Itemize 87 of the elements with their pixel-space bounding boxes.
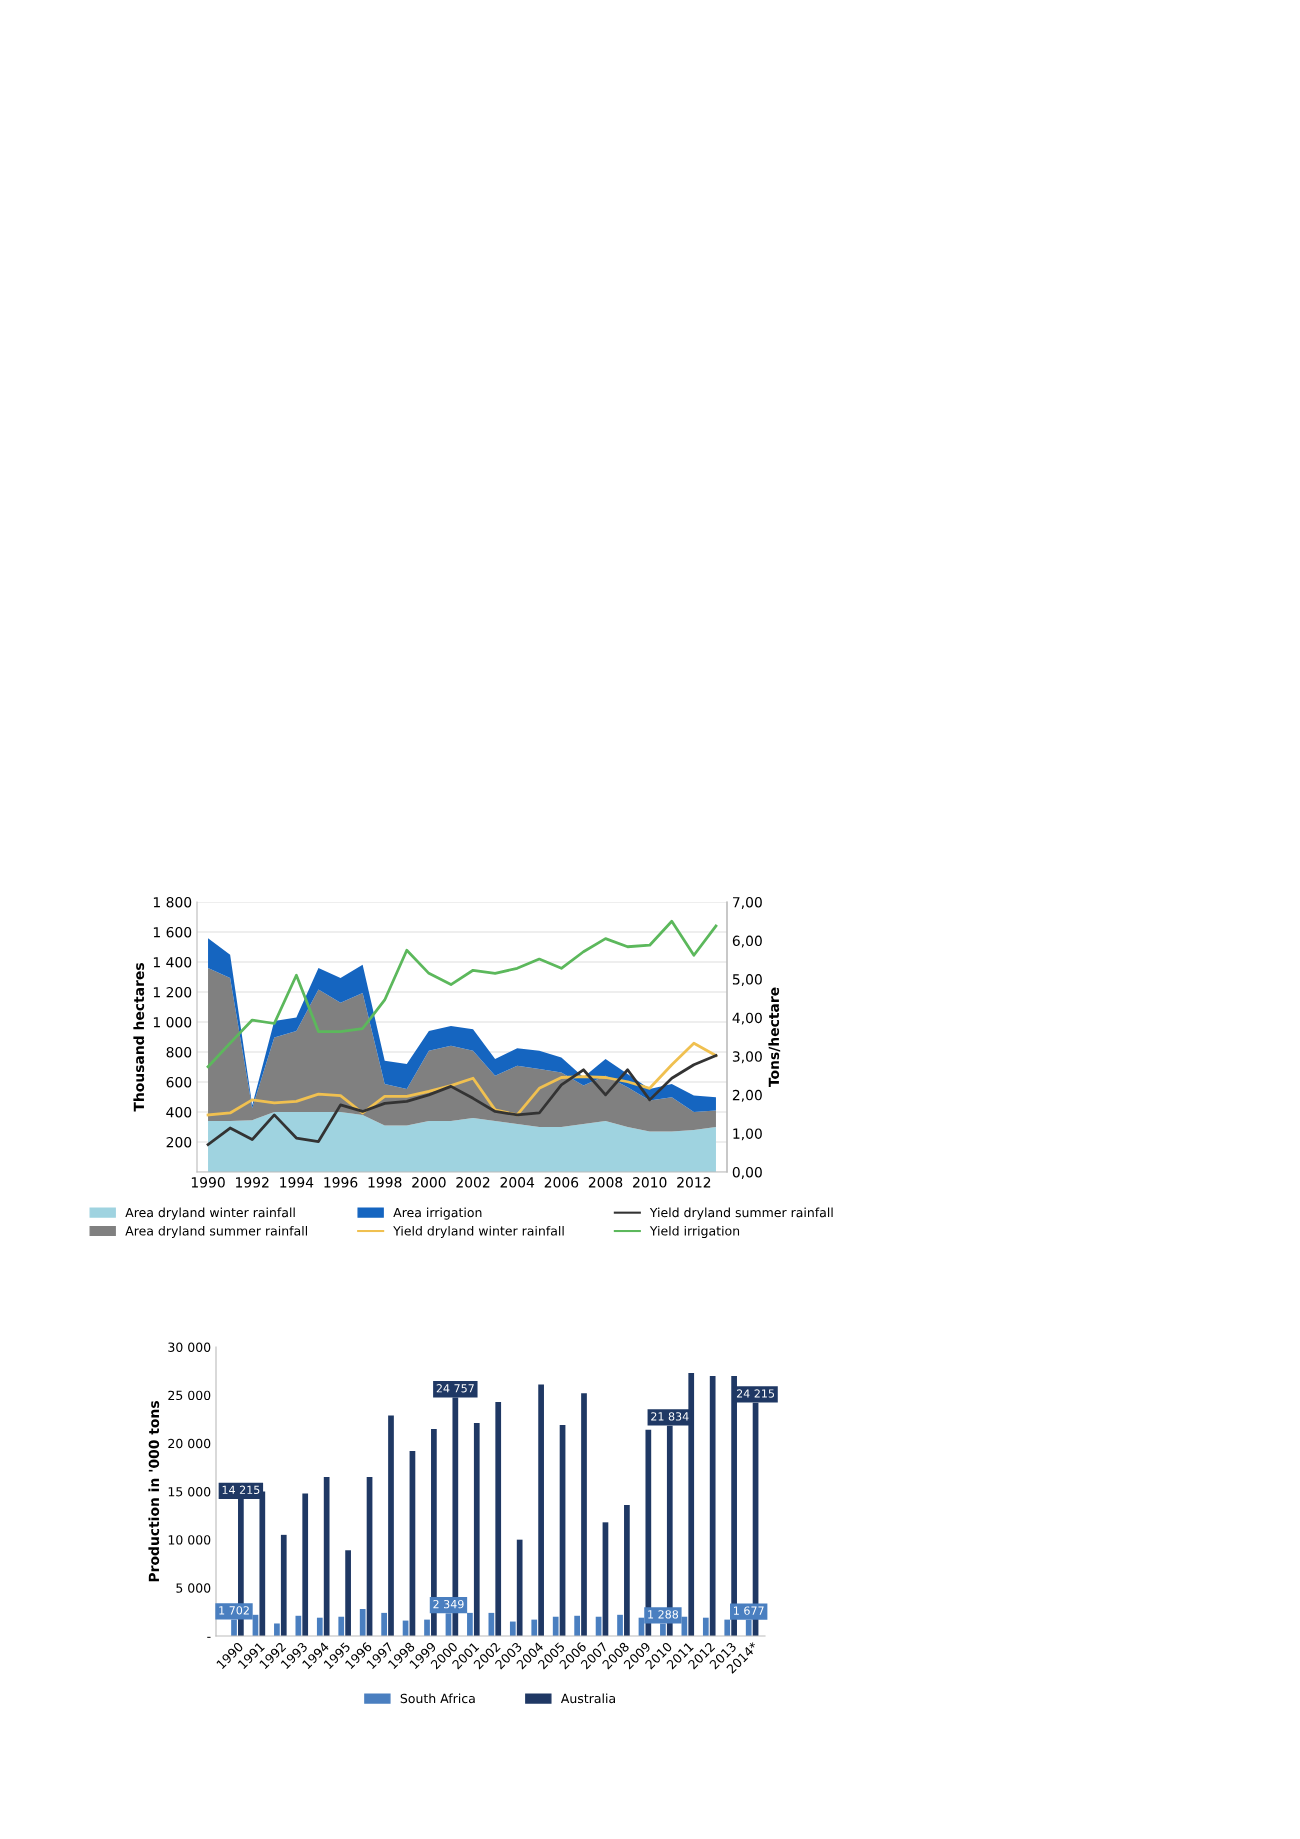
bar [509,1621,516,1636]
bar [495,1401,502,1636]
x-tick-label: 2004 [500,1177,535,1188]
line-series [206,1054,718,1146]
data-label: 24 215 [736,1389,775,1398]
x-tick-label: 2006 [544,1177,579,1188]
x-tick-label: 1992 [236,1177,269,1188]
legend-label: South Africa [400,1693,475,1704]
x-tick-label: 2008 [588,1177,623,1188]
data-label: 1 288 [648,1610,679,1619]
x-tick-label: 2000 [412,1177,446,1188]
y-tick-label: 1 400 [153,956,192,968]
bar [424,1619,430,1636]
bar [538,1384,544,1636]
y-axis-title: Production in '000 tons [148,1401,160,1582]
bar [338,1616,345,1636]
bar [473,1423,480,1636]
y-tick-label: 600 [166,1076,192,1088]
y-tick-label: 15 000 [168,1486,211,1497]
x-tick-label: 2002 [456,1177,490,1188]
bar [581,1393,587,1636]
x-tick-label: 1994 [280,1177,314,1188]
data-label: 1 702 [219,1606,249,1615]
y-tick-label: 800 [166,1046,192,1058]
bar [552,1616,559,1636]
bar [702,1617,709,1636]
bar [274,1623,280,1636]
y-tick-label: 1 000 [153,1016,192,1028]
bar [645,1429,652,1636]
y-tick-label: 25 000 [168,1390,211,1401]
y-tick-label: 30 000 [168,1342,211,1352]
y2-tick-label: 7,00 [733,896,762,909]
y2-tick-label: 3,00 [732,1051,762,1064]
data-label: 14 215 [222,1485,260,1495]
y-axis-title: Thousand hectares [133,963,145,1112]
bar [709,1375,716,1636]
legend-label: Area irrigation [393,1207,482,1220]
y-tick-label: 200 [166,1136,192,1148]
legend-label: Area dryland summer rainfall [125,1225,307,1238]
bar [531,1619,538,1636]
legend-label: Australia [560,1693,615,1704]
legend-label: Yield dryland winter rainfall [393,1225,564,1238]
y-tick-label: 1 200 [153,986,192,998]
bar [345,1550,351,1636]
bar [488,1612,495,1636]
x-tick-label: 2010 [633,1177,667,1188]
legend-label: Area dryland winter rainfall [125,1207,295,1220]
x-tick-label: 1990 [191,1177,225,1188]
bar [295,1615,302,1636]
y-tick-label: 1 800 [153,896,192,908]
data-label: 2 349 [433,1599,464,1609]
y-tick-label: - [207,1636,211,1638]
bar [388,1415,394,1636]
bar [431,1428,437,1636]
line-series [206,919,718,1069]
bar [624,1504,630,1636]
data-label: 21 834 [651,1412,689,1421]
bar [467,1612,473,1636]
x-tick-label: 2012 [677,1177,711,1188]
y-tick-label: 1 600 [153,926,192,938]
legend-label: Yield dryland summer rainfall [649,1207,833,1220]
bar [280,1534,287,1636]
bar [574,1615,580,1636]
data-label: 1 677 [734,1606,764,1615]
y-tick-label: 10 000 [168,1535,211,1545]
y-tick-label: 20 000 [168,1438,211,1449]
y2-tick-label: 2,00 [732,1089,762,1102]
y2-tick-label: 4,00 [732,1012,762,1025]
bar [724,1619,731,1636]
legend-label: Yield irrigation [649,1225,740,1238]
bar [516,1539,523,1636]
y2-tick-label: 0,00 [732,1166,762,1179]
bar [381,1612,387,1636]
data-label: 24 757 [436,1384,474,1393]
y-tick-label: 400 [166,1106,192,1118]
bar [316,1617,323,1636]
y2-tick-label: 6,00 [732,935,762,948]
bar [302,1493,309,1636]
y-tick-label: 5 000 [176,1583,211,1593]
y2-axis-title: Tons/hectare [768,987,781,1088]
x-tick-label: 1998 [368,1177,402,1188]
bar [323,1477,330,1636]
x-tick-label: 1996 [324,1177,358,1188]
y2-tick-label: 5,00 [732,974,762,987]
bar [617,1614,623,1636]
y2-tick-label: 1,00 [733,1128,762,1141]
bar [359,1609,366,1636]
